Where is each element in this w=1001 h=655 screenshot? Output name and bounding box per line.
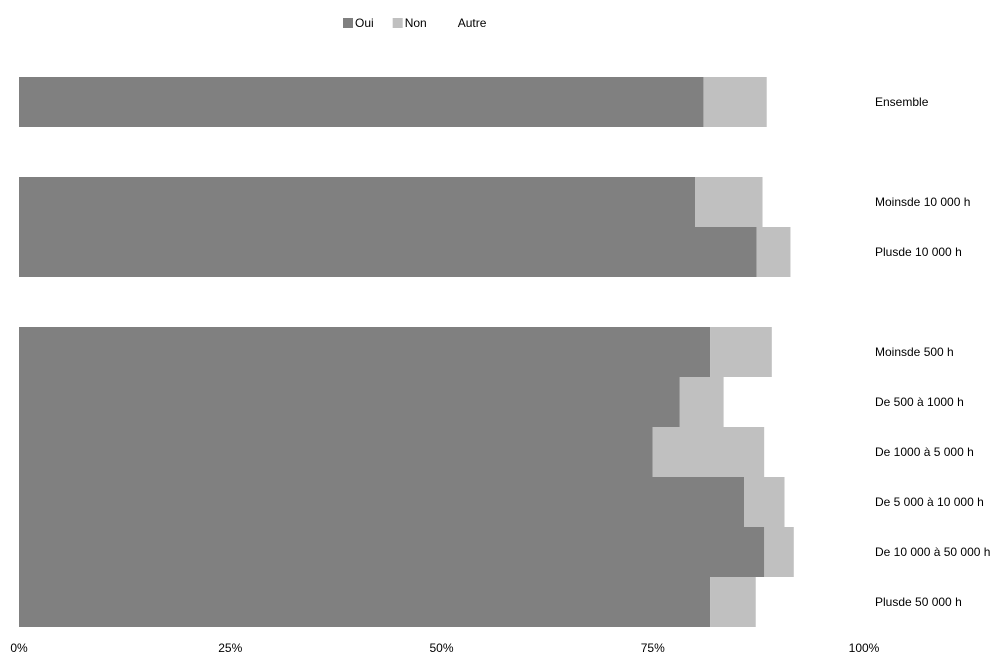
category-label: Plusde 10 000 h [875,245,962,259]
plot-area [19,77,864,627]
category-label: De 500 à 1000 h [875,395,964,409]
category-label: De 5 000 à 10 000 h [875,495,984,509]
category-label: Moinsde 10 000 h [875,195,970,209]
category-label: De 10 000 à 50 000 h [875,545,990,559]
bar-segment-oui-2 [19,227,757,277]
bar-segment-non-1 [695,177,763,227]
bar-segment-oui-0 [19,77,704,127]
x-tick-label: 0% [10,641,28,655]
bar-segment-autre-6 [784,477,864,527]
bar-segment-autre-8 [755,577,864,627]
x-axis: 0% 25% 50% 75% 100% [10,641,879,655]
bar-segment-autre-1 [762,177,864,227]
x-tick-label: 75% [641,641,665,655]
bar-segment-oui-6 [19,477,745,527]
bar-segment-non-3 [710,327,772,377]
legend: Oui Non Autre [343,16,487,30]
category-label: Ensemble [875,95,929,109]
bar-segment-non-8 [710,577,756,627]
bar-segment-oui-5 [19,427,653,477]
bar-segment-non-5 [652,427,765,477]
category-label: Moinsde 500 h [875,345,954,359]
category-label: Plusde 50 000 h [875,595,962,609]
bar-segment-non-4 [679,377,724,427]
category-labels: Ensemble Moinsde 10 000 h Plusde 10 000 h M… [875,95,990,609]
x-tick-label: 50% [429,641,453,655]
bar-segment-oui-4 [19,377,680,427]
bar-segment-non-0 [703,77,767,127]
legend-swatch-non [392,18,403,28]
bar-segment-autre-3 [771,327,864,377]
category-label: De 1000 à 5 000 h [875,445,974,459]
bar-segment-oui-1 [19,177,695,227]
legend-label-oui: Oui [355,16,374,30]
bar-segment-oui-8 [19,577,711,627]
legend-swatch-oui [343,18,353,28]
bar-segment-autre-5 [764,427,864,477]
bar-segment-autre-2 [790,227,864,277]
bar-segment-oui-7 [19,527,765,577]
bar-segment-non-7 [764,527,794,577]
bar-segment-oui-3 [19,327,711,377]
bar-segment-non-6 [744,477,785,527]
legend-label-non: Non [405,16,427,30]
legend-label-autre: Autre [458,16,487,30]
bar-segment-autre-7 [793,527,864,577]
bar-segment-autre-0 [766,77,864,127]
x-tick-label: 25% [218,641,242,655]
bar-segment-autre-4 [723,377,864,427]
bar-segment-non-2 [756,227,791,277]
x-tick-label: 100% [849,641,880,655]
